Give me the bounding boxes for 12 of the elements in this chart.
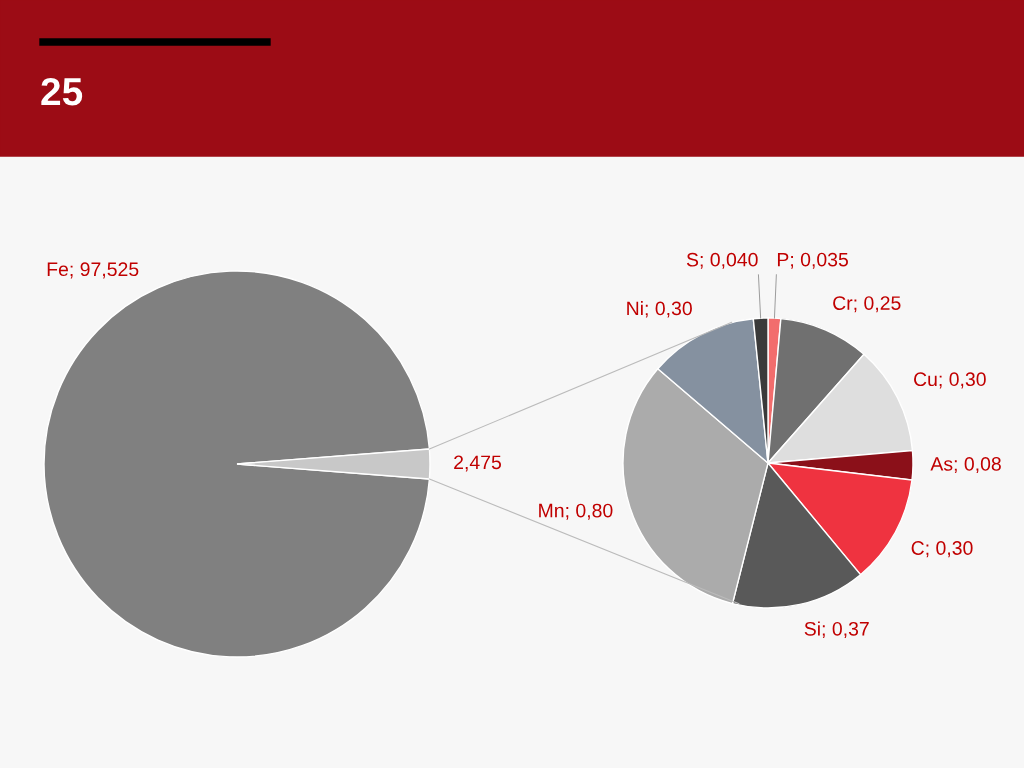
slice-label: As; 0,08: [930, 457, 1001, 474]
data-label: 2,475: [454, 455, 501, 472]
slice-label: Cu; 0,30: [914, 372, 986, 389]
slice-label: Mn; 0,80: [539, 503, 613, 520]
slice-label: S; 0,040: [686, 252, 758, 269]
slice-label: Ni; 0,30: [627, 301, 692, 318]
slice-label: C; 0,30: [911, 541, 973, 558]
slice-label: Cr; 0,25: [833, 296, 901, 313]
slice-label: P; 0,035: [777, 252, 848, 269]
slice-label: Si; 0,37: [804, 621, 869, 638]
slice-label: Fe; 97,525: [47, 262, 139, 279]
chart-title: 25: [41, 77, 83, 106]
